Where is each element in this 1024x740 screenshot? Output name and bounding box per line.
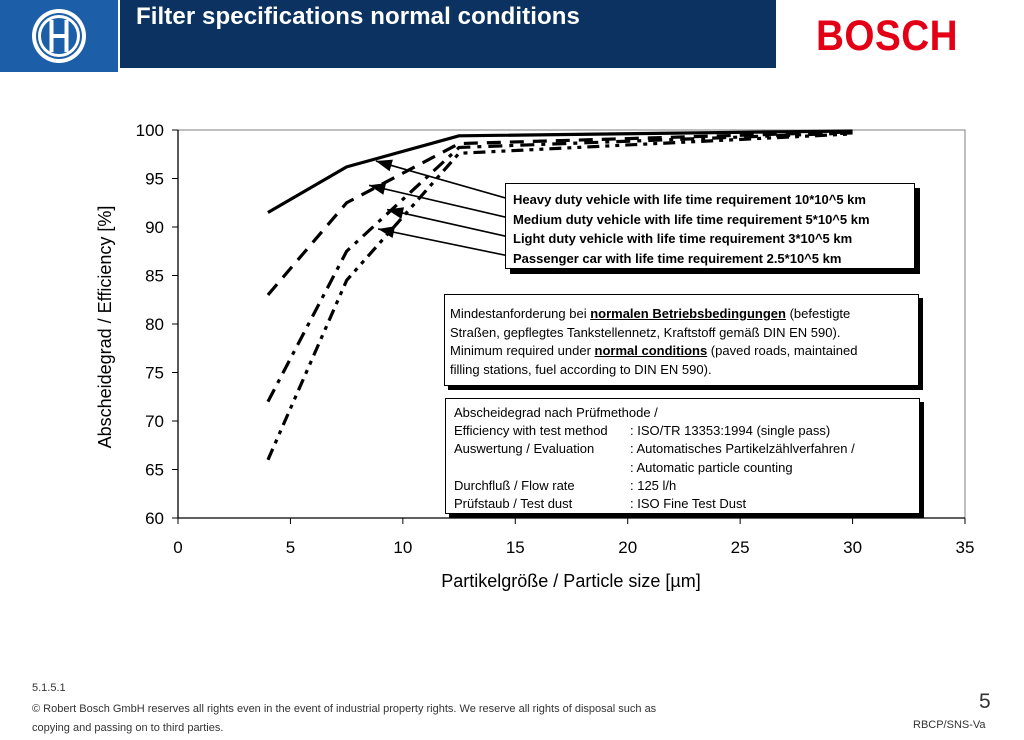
y-tick-label: 60 [145, 509, 164, 528]
legend-arrows [368, 159, 510, 257]
spec-heading: Abscheidegrad nach Prüfmethode / [454, 405, 658, 420]
arrow-heavy-duty-head [375, 159, 393, 172]
x-tick-label: 30 [843, 538, 862, 557]
brand-wordmark: BOSCH [816, 12, 959, 60]
spec-row-evaluation-en: : Automatic particle counting [630, 459, 793, 475]
department-code: RBCP/SNS-Va [913, 719, 986, 731]
y-tick-label: 100 [136, 121, 164, 140]
arrow-medium-duty-head [369, 183, 387, 195]
y-axis-label: Abscheidegrad / Efficiency [%] [95, 206, 115, 449]
arrow-light-duty-shaft [386, 208, 510, 238]
x-axis-label: Partikelgröße / Particle size [µm] [441, 571, 700, 591]
chart-axes: 0 5 10 15 20 25 30 35 60 65 70 75 80 85 90 95 100 [136, 121, 975, 557]
arrow-light-duty-head [387, 207, 405, 219]
arrow-passenger-car-shaft [377, 228, 510, 257]
page-title: Filter specifications normal conditions [136, 3, 580, 30]
spec-row-flow-rate: Durchfluß / Flow rate: 125 l/h [454, 477, 677, 493]
x-tick-label: 0 [173, 538, 182, 557]
series-passenger-car-line [266, 132, 853, 461]
x-tick-label: 5 [286, 538, 295, 557]
y-tick-label: 65 [145, 461, 164, 480]
y-tick-label: 80 [145, 315, 164, 334]
y-tick-label: 85 [145, 267, 164, 286]
y-tick-label: 70 [145, 412, 164, 431]
series-heavy-duty-line [267, 129, 853, 214]
bosch-armature-icon [32, 9, 86, 63]
spec-row-test-dust: Prüfstaub / Test dust: ISO Fine Test Dus… [454, 495, 747, 511]
requirement-box: Mindestanforderung bei normalen Betriebs… [444, 294, 919, 386]
arrow-heavy-duty-shaft [375, 160, 510, 200]
logo-box [0, 0, 118, 72]
legend-box: Heavy duty vehicle with life time requir… [505, 183, 915, 269]
title-bar: Filter specifications normal conditions [120, 0, 776, 68]
section-id: 5.1.5.1 [32, 682, 66, 694]
x-tick-label: 35 [956, 538, 975, 557]
legend-entry-medium-duty: Medium duty vehicle with life time requi… [513, 211, 870, 227]
series-light-duty-line [266, 131, 853, 403]
legend-entry-light-duty: Light duty vehicle with life time requir… [513, 231, 853, 246]
arrow-passenger-car-head [378, 226, 396, 239]
legend-entry-heavy-duty: Heavy duty vehicle with life time requir… [513, 192, 866, 207]
y-tick-label: 95 [145, 170, 164, 189]
requirement-en-line1: Minimum required under normal conditions… [450, 343, 858, 358]
page-number: 5 [979, 690, 991, 713]
requirement-de-line2: Straßen, gepflegtes Tankstellennetz, Kra… [450, 324, 841, 340]
x-tick-label: 10 [393, 538, 412, 557]
legend-entry-passenger-car: Passenger car with life time requirement… [513, 250, 842, 266]
requirement-en-line2: filling stations, fuel according to DIN … [450, 361, 712, 377]
arrow-medium-duty-shaft [368, 184, 510, 219]
test-spec-box: Abscheidegrad nach Prüfmethode / Efficie… [445, 398, 920, 514]
series-layer [266, 129, 853, 461]
requirement-de-line1: Mindestanforderung bei normalen Betriebs… [450, 306, 851, 321]
series-medium-duty-line [266, 130, 853, 296]
y-tick-label: 90 [145, 218, 164, 237]
y-tick-label: 75 [145, 364, 164, 383]
spec-row-method: Efficiency with test method: ISO/TR 1335… [454, 423, 831, 439]
spec-row-evaluation: Auswertung / Evaluation: Automatisches P… [454, 441, 855, 457]
copyright-notice: © Robert Bosch GmbH reserves all rights … [32, 703, 657, 734]
x-tick-label: 25 [731, 538, 750, 557]
x-tick-label: 15 [506, 538, 525, 557]
x-tick-label: 20 [618, 538, 637, 557]
